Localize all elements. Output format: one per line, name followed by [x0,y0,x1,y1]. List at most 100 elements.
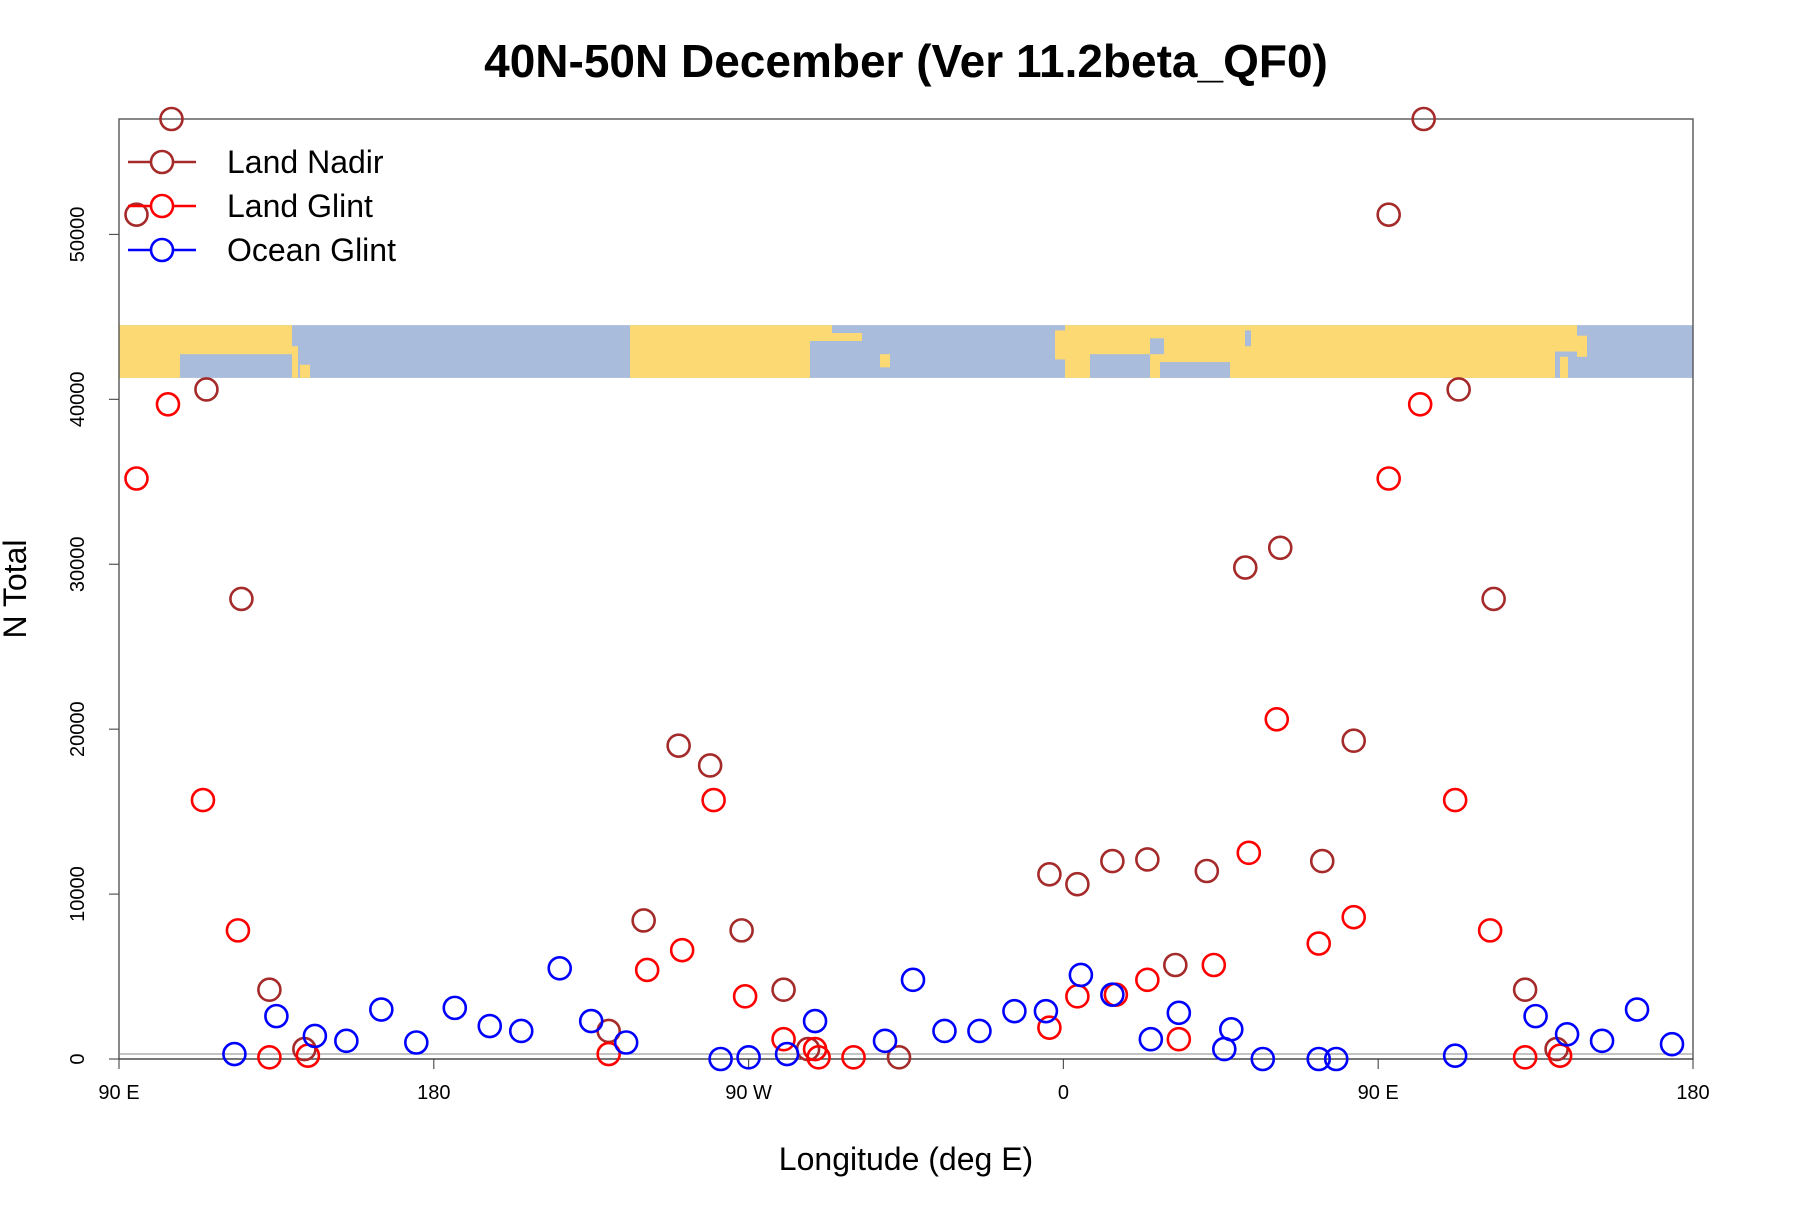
data-point [257,977,282,1003]
data-point [1002,998,1027,1024]
data-point [257,1045,282,1070]
y-tick-label: 30000 [67,536,89,592]
data-point [508,1018,534,1044]
data-point [155,391,181,417]
data-point [124,466,149,491]
data-point [1554,1021,1580,1047]
data-point [1376,202,1401,227]
data-point [442,995,468,1021]
map-land-block [119,325,180,378]
map-land-detail [1555,325,1577,352]
data-point [1138,1026,1164,1052]
data-point [369,997,394,1022]
y-tick-label: 40000 [67,372,89,428]
x-tick-label: 180 [417,1082,450,1104]
data-point [1446,377,1471,402]
x-tick-label: 90 E [1358,1082,1399,1104]
data-point [1037,1015,1062,1040]
data-point [708,1046,733,1072]
y-axis-label: N Total [0,539,33,638]
data-point [806,1045,831,1070]
data-point [802,1008,828,1034]
data-point [302,1023,328,1049]
x-tick-label: 180 [1676,1082,1709,1104]
data-point [1306,1046,1332,1072]
data-point [669,937,695,963]
data-point [190,787,216,813]
data-point [1166,1026,1192,1052]
legend: Land Nadir Land Glint Ocean Glint [128,144,396,268]
data-point [159,106,184,132]
data-point [1481,586,1506,612]
data-point [886,1045,912,1070]
legend-item: Land Nadir [128,144,384,180]
data-point [194,377,219,402]
series-layer [119,106,1693,1072]
y-tick-label: 10000 [67,866,89,922]
data-point [1341,728,1367,754]
data-point [1100,848,1125,874]
data-point [736,1045,761,1070]
data-point [1376,466,1401,491]
data-point [1267,535,1293,561]
legend-item: Land Glint [128,188,373,224]
map-sea-detail [1160,362,1230,378]
legend-label: Ocean Glint [227,232,396,268]
x-tick-label: 90 E [98,1082,139,1104]
map-land-detail [180,325,292,355]
y-tick-label: 50000 [67,207,89,263]
x-axis: 90 E 180 90 W 0 90 E 180 [98,1059,1710,1104]
data-point [666,733,691,758]
data-point [578,1008,604,1034]
data-point [225,918,251,943]
map-land-detail [1560,356,1568,378]
legend-label: Land Nadir [227,144,384,180]
data-point [771,977,796,1003]
data-point [1512,1045,1538,1070]
data-point [631,908,656,933]
series-land-glint [124,391,1573,1070]
data-point [1166,1000,1192,1026]
data-point [1411,106,1436,132]
data-point [771,1026,796,1052]
data-point [1033,998,1059,1024]
legend-marker [149,193,175,219]
legend-marker [149,237,175,263]
map-land-detail [880,354,890,368]
series-ocean-glint [222,955,1685,1072]
data-point [264,1003,289,1029]
data-point [967,1018,992,1044]
data-point [1264,706,1290,732]
data-point [1068,962,1094,988]
map-land-detail [292,346,298,378]
map-land-detail [1240,340,1252,373]
map-land-detail [832,333,862,341]
map-strip [119,325,1693,378]
data-point [1201,952,1227,978]
x-axis-label: Longitude (deg E) [779,1141,1033,1177]
data-point [1236,840,1262,866]
y-tick-label: 0 [67,1053,89,1064]
data-point [732,984,758,1009]
data-point [222,1041,247,1067]
map-land-detail [1577,335,1587,357]
data-point [697,753,723,778]
data-point [1589,1028,1615,1054]
data-point [1477,918,1503,943]
data-point [1218,1017,1244,1042]
data-point [701,787,726,813]
legend-marker [149,149,175,175]
data-point [1512,977,1538,1003]
data-point [477,1013,503,1039]
data-point [872,1028,898,1054]
data-point [1523,1003,1548,1029]
data-point [900,967,926,993]
data-point [729,918,754,943]
data-point [774,1041,800,1067]
x-tick-label: 0 [1058,1082,1069,1104]
legend-label: Land Glint [227,188,373,224]
data-point [1306,931,1332,956]
data-point [1065,984,1090,1009]
map-sea-detail [1150,338,1164,355]
